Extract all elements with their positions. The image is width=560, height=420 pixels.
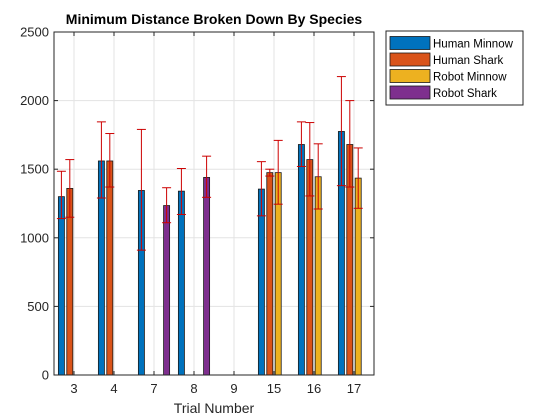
chart-title: Minimum Distance Broken Down By Species (66, 11, 363, 27)
bar (266, 172, 274, 376)
y-tick-label: 2500 (20, 25, 49, 40)
x-tick-label: 16 (307, 381, 321, 396)
bar (57, 196, 65, 376)
x-axis-label: Trial Number (174, 400, 255, 416)
legend-swatch (389, 69, 431, 83)
bar (257, 188, 265, 376)
x-tick-label: 7 (150, 381, 157, 396)
y-tick-label: 1500 (20, 162, 49, 177)
legend-label: Human Shark (433, 55, 504, 67)
legend: Human Minnow Human Shark Robot Minnow Robot… (385, 30, 524, 106)
legend-swatch (389, 85, 431, 100)
x-tick-label: 3 (70, 381, 77, 396)
y-tick-label: 1000 (20, 230, 49, 245)
x-tick-label: 9 (230, 381, 237, 396)
bar (163, 205, 171, 376)
bar (203, 177, 211, 376)
x-tick-label: 8 (190, 381, 197, 396)
legend-swatch (389, 36, 431, 50)
legend-label: Robot Shark (433, 88, 497, 100)
y-tick-label: 2000 (20, 93, 49, 108)
x-tick-label: 4 (110, 381, 117, 396)
legend-swatch (389, 52, 431, 67)
x-tick-label: 17 (347, 381, 361, 396)
y-tick-label: 500 (27, 299, 49, 314)
bar (106, 160, 114, 376)
plot-area: 0 500 1000 1500 2000 2500 3 4 7 8 9 15 16 17 (20, 25, 375, 396)
x-tick-label: 15 (267, 381, 281, 396)
bar (297, 144, 305, 376)
axes-box (53, 31, 375, 376)
legend-label: Robot Minnow (433, 72, 507, 84)
bar (177, 190, 185, 376)
legend-label: Human Minnow (433, 39, 514, 51)
y-tick-label: 0 (42, 368, 49, 383)
